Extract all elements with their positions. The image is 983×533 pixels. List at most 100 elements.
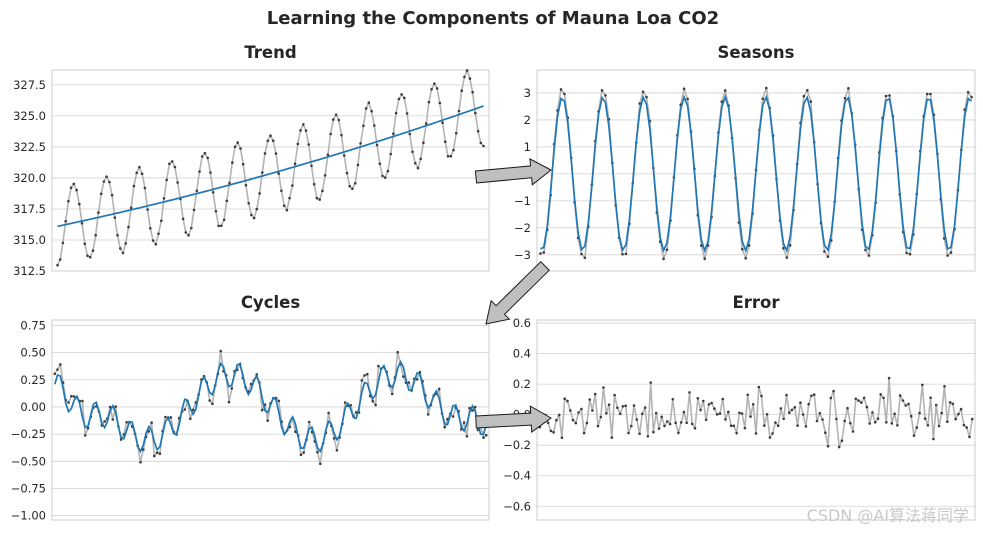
error-ytick-label: −0.6 xyxy=(503,499,531,513)
trend-observed-point xyxy=(58,258,62,261)
trend-observed-point xyxy=(307,143,311,146)
trend-observed-point xyxy=(263,152,267,155)
seasons-observed-point xyxy=(542,251,546,254)
seasons-observed-point xyxy=(662,257,665,261)
cycles-observed-point xyxy=(164,415,167,419)
seasons-observed-point xyxy=(802,94,806,98)
error-observed-point xyxy=(671,398,675,401)
trend-observed-point xyxy=(454,131,458,135)
seasons-ytick-label: 3 xyxy=(524,86,531,100)
error-observed-point xyxy=(882,396,885,400)
error-panel: Error−0.6−0.4−0.20.00.20.40.6 xyxy=(503,293,976,521)
error-observed-point xyxy=(621,405,625,408)
trend-observed-point xyxy=(266,139,270,143)
trend-observed-point xyxy=(110,193,114,197)
trend-observed-point xyxy=(296,142,300,146)
error-observed-point xyxy=(727,410,730,414)
error-observed-point xyxy=(563,397,566,401)
seasons-observed-point xyxy=(908,252,912,256)
error-observed-point xyxy=(799,401,802,405)
cycles-observed-point xyxy=(360,379,364,382)
trend-observed-point xyxy=(310,164,313,168)
error-observed-point xyxy=(782,417,785,421)
cycles-observed-point xyxy=(316,450,319,454)
trend-observed-point xyxy=(258,192,261,195)
error-observed-point xyxy=(835,417,838,421)
seasons-observed-point xyxy=(925,92,929,96)
error-observed-point xyxy=(970,417,974,421)
trend-observed-line xyxy=(56,68,485,266)
seasons-observed-point xyxy=(580,252,583,256)
error-observed-point xyxy=(696,397,700,400)
error-observed-line xyxy=(539,378,973,451)
error-observed-point xyxy=(632,404,636,407)
error-observed-point xyxy=(804,425,808,428)
seasons-observed-point xyxy=(686,97,689,101)
seasons-observed-point xyxy=(809,100,813,103)
trend-observed-point xyxy=(140,172,144,175)
cycles-observed-point xyxy=(153,454,156,458)
cycles-observed-point xyxy=(327,411,330,415)
trend-observed-point xyxy=(214,210,218,213)
error-observed-point xyxy=(940,411,943,415)
error-observed-point xyxy=(904,404,907,407)
cycles-observed-point xyxy=(260,408,264,412)
cycles-observed-point xyxy=(299,453,303,457)
cycles-observed-point xyxy=(211,402,214,406)
trend-observed-point xyxy=(323,174,327,177)
error-observed-point xyxy=(663,424,666,428)
error-observed-point xyxy=(635,418,639,421)
trend-observed-point xyxy=(255,207,259,211)
cycles-observed-point xyxy=(86,427,90,430)
seasons-observed-point xyxy=(949,251,953,254)
trend-observed-point xyxy=(359,142,362,145)
trend-observed-point xyxy=(378,162,382,165)
seasons-observed-point xyxy=(966,91,970,94)
seasons-observed-point xyxy=(884,94,888,98)
trend-ytick-label: 315.0 xyxy=(13,233,46,247)
trend-observed-point xyxy=(285,208,289,212)
error-observed-point xyxy=(580,407,583,411)
cycles-ytick-label: 0.50 xyxy=(20,346,46,360)
seasons-observed-point xyxy=(703,257,706,260)
trend-observed-point xyxy=(345,171,349,175)
trend-observed-point xyxy=(370,109,373,113)
cycles-observed-point xyxy=(366,372,369,376)
error-observed-point xyxy=(715,413,719,416)
trend-observed-point xyxy=(56,263,59,267)
cycles-observed-point xyxy=(343,401,347,404)
error-observed-point xyxy=(685,421,688,425)
error-observed-point xyxy=(860,401,863,404)
trend-observed-point xyxy=(203,151,207,155)
trend-observed-point xyxy=(430,87,433,91)
seasons-observed-point xyxy=(744,256,747,260)
trend-observed-point xyxy=(239,147,242,150)
trend-observed-point xyxy=(165,178,168,182)
error-observed-point xyxy=(829,396,833,400)
cycles-observed-point xyxy=(67,401,70,404)
seasons-observed-point xyxy=(563,92,566,96)
cycles-observed-point xyxy=(125,421,128,424)
figure-title: Learning the Components of Mauna Loa CO2 xyxy=(267,8,719,29)
trend-observed-point xyxy=(405,112,409,115)
cycles-observed-point xyxy=(108,405,112,409)
trend-observed-point xyxy=(441,121,444,124)
error-observed-point xyxy=(840,439,844,443)
cycles-observed-point xyxy=(377,364,380,368)
trend-observed-point xyxy=(102,180,106,183)
trend-observed-point xyxy=(465,69,469,72)
error-observed-point xyxy=(555,418,558,422)
trend-observed-point xyxy=(105,175,108,178)
cycles-observed-point xyxy=(371,399,375,403)
error-observed-point xyxy=(812,393,816,396)
error-observed-point xyxy=(765,413,769,416)
error-observed-point xyxy=(854,397,858,401)
seasons-observed-point xyxy=(970,95,973,99)
cycles-observed-point xyxy=(155,451,159,454)
error-observed-point xyxy=(649,381,652,384)
seasons-observed-point xyxy=(720,100,724,103)
seasons-observed-point xyxy=(905,251,908,255)
trend-observed-point xyxy=(373,124,376,127)
seasons-observed-point xyxy=(826,255,830,258)
trend-observed-point xyxy=(332,118,335,121)
